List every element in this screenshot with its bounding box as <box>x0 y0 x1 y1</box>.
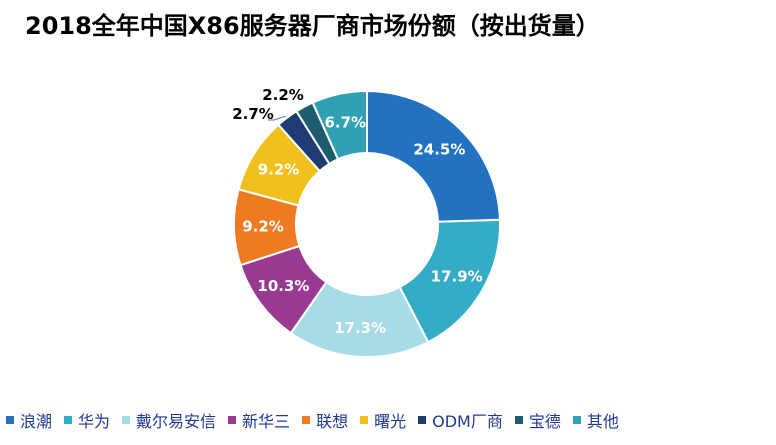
legend-label: 曙光 <box>374 412 407 431</box>
legend-item-2: 戴尔易安信 <box>122 408 216 432</box>
legend-label: 浪潮 <box>20 412 53 431</box>
legend-item-7: 宝德 <box>514 408 561 432</box>
slice-value-label-1: 17.9% <box>431 268 483 286</box>
legend-item-1: 华为 <box>64 408 110 432</box>
slice-value-label-2: 17.3% <box>334 319 386 337</box>
legend-swatch <box>228 416 237 424</box>
legend-label: 其他 <box>586 412 619 431</box>
slice-value-label-7: 2.2% <box>262 86 304 104</box>
legend-swatch <box>572 416 581 424</box>
legend-label: 新华三 <box>242 412 291 431</box>
donut-slices <box>233 89 501 358</box>
slice-value-label-8: 6.7% <box>324 113 366 131</box>
legend-label: 联想 <box>316 412 349 431</box>
legend-item-3: 新华三 <box>228 408 290 432</box>
slice-value-label-5: 9.2% <box>258 160 300 178</box>
chart-title: 2018全年中国X86服务器厂商市场份额（按出货量） <box>25 12 600 40</box>
legend-label: 宝德 <box>528 412 561 431</box>
slice-value-label-4: 9.2% <box>242 218 284 236</box>
slice-value-label-6: 2.7% <box>232 105 274 123</box>
legend-label: 华为 <box>78 412 111 431</box>
legend-label: 戴尔易安信 <box>136 412 217 431</box>
legend-swatch <box>514 416 523 424</box>
donut-slice-2 <box>289 280 430 358</box>
leader-line-6 <box>268 115 287 121</box>
slice-value-label-3: 10.3% <box>257 277 309 295</box>
slice-labels: 24.5% 17.9% 17.3% 10.3% 9.2% 9.2% 2.7%2.2% 6.7% <box>232 86 483 337</box>
legend-item-4: 联想 <box>302 408 348 432</box>
legend-swatch <box>64 416 73 424</box>
legend-swatch <box>418 416 427 424</box>
legend-swatch <box>302 416 311 424</box>
legend-label: ODM厂商 <box>432 412 503 431</box>
legend-swatch <box>6 416 14 424</box>
donut-slice-0 <box>366 89 501 223</box>
legend-item-8: 其他 <box>572 408 619 432</box>
slice-value-label-0: 24.5% <box>413 140 465 158</box>
legend-item-0: 浪潮 <box>6 408 52 432</box>
legend-item-5: 曙光 <box>360 408 406 432</box>
donut-slice-8 <box>311 89 368 161</box>
legend-swatch <box>360 416 369 424</box>
chart-legend: 浪潮 华为 戴尔易安信 新华三 联想 曙光 ODM厂商 宝德 其他 <box>6 408 631 432</box>
legend-item-6: ODM厂商 <box>418 408 503 432</box>
legend-swatch <box>122 416 131 424</box>
